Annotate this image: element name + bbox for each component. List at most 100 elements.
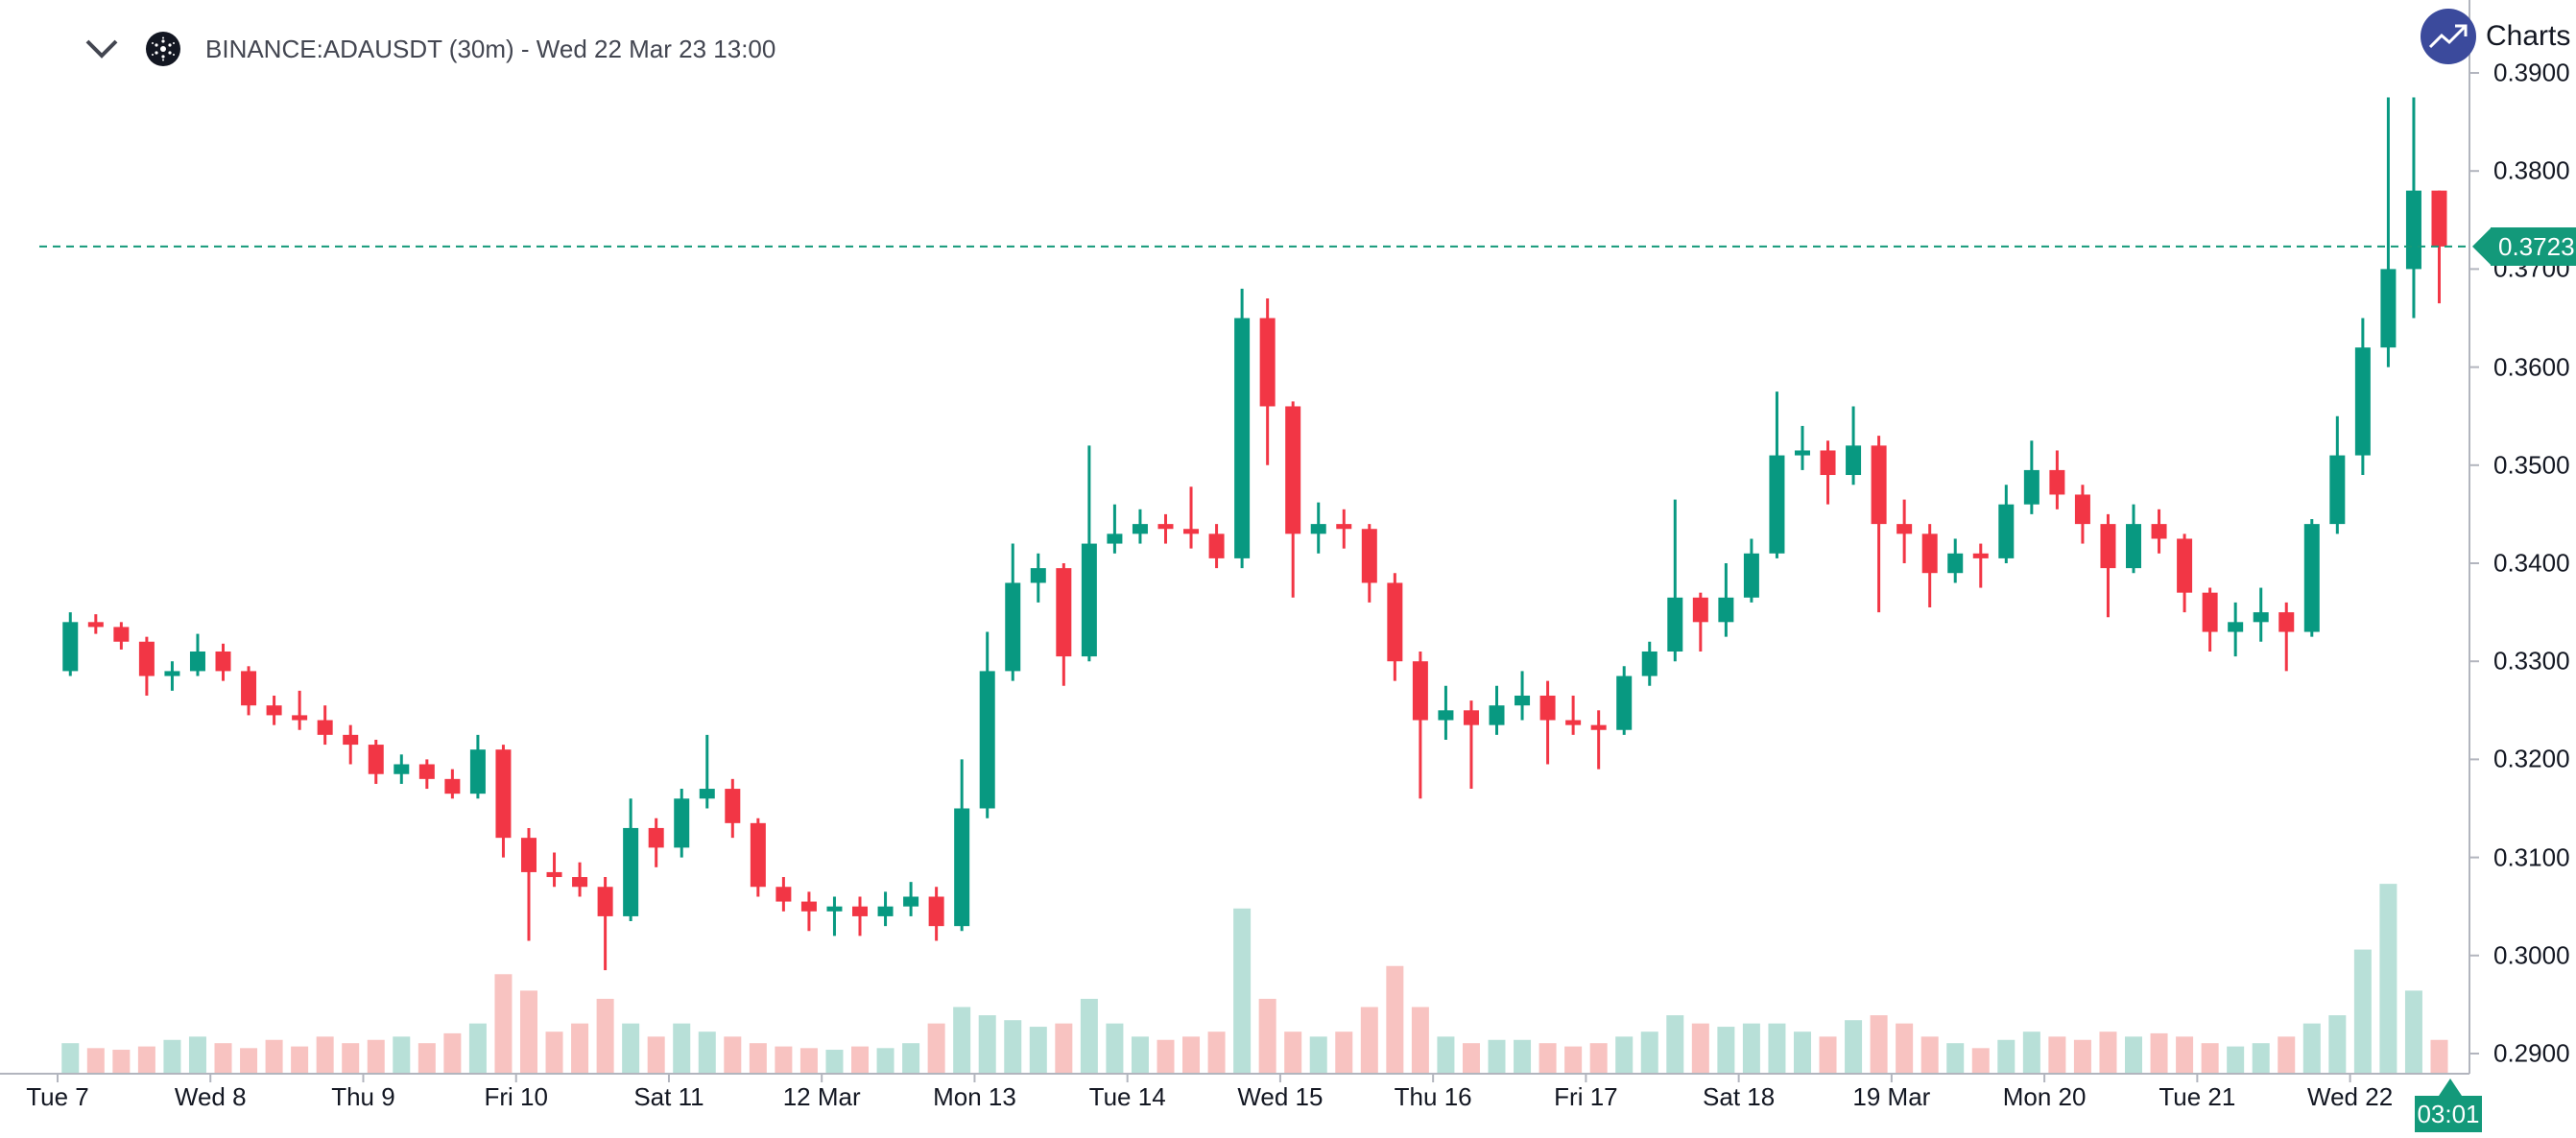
price-tick-label: 0.3400 <box>2493 548 2570 578</box>
chart-header: BINANCE:ADAUSDT (30m) - Wed 22 Mar 23 13… <box>81 25 775 73</box>
volume-bar <box>86 1048 105 1073</box>
candle-body <box>750 822 766 888</box>
candle-down <box>444 769 461 799</box>
price-tick-label: 0.3600 <box>2493 352 2570 382</box>
time-tick-label: Sat 18 <box>1703 1082 1776 1111</box>
candle-body <box>2278 612 2295 632</box>
candle-down <box>546 852 562 888</box>
time-tick-label: Fri 10 <box>484 1082 548 1111</box>
volume-bar <box>1946 1043 1965 1073</box>
candle-up <box>2228 602 2244 657</box>
time-tick-label: 19 Mar <box>1852 1082 1931 1111</box>
candle-down <box>750 818 766 897</box>
candle-down <box>292 690 308 730</box>
volume-bar <box>673 1023 691 1073</box>
volume-bar <box>1564 1046 1583 1073</box>
candle-body <box>1361 529 1377 583</box>
candle-down <box>852 896 869 936</box>
volume-bar <box>163 1039 181 1073</box>
candle-body <box>266 705 282 716</box>
candle-body <box>368 745 384 774</box>
candle-down <box>1972 543 1989 588</box>
volume-bar <box>2073 1039 2091 1073</box>
volume-bar <box>825 1050 844 1073</box>
candle-body <box>903 896 919 907</box>
candle-up <box>1743 538 1759 603</box>
candle-body <box>826 906 843 912</box>
candle-up <box>62 612 79 676</box>
volume-bar <box>2353 949 2372 1073</box>
candle-body <box>1183 529 1200 534</box>
candle-body <box>800 901 817 912</box>
candle-up <box>2380 97 2397 367</box>
time-tick-label: Wed 8 <box>174 1082 247 1111</box>
chart-title: BINANCE:ADAUSDT (30m) - Wed 22 Mar 23 13… <box>205 34 776 63</box>
volume-bar <box>1640 1031 1658 1073</box>
volume-bar <box>214 1043 232 1073</box>
candle-body <box>444 778 461 794</box>
volume-bar <box>1284 1031 1302 1073</box>
candle-body <box>1310 524 1326 534</box>
candle-up <box>2329 415 2346 534</box>
brand-badge[interactable]: Charts p <box>2421 9 2576 64</box>
volume-bar <box>724 1036 742 1073</box>
volume-bar <box>799 1048 818 1073</box>
candle-up <box>1667 499 1683 662</box>
price-tick-label: 0.3000 <box>2493 940 2570 970</box>
candle-down <box>572 862 588 897</box>
price-tick-label: 0.3100 <box>2493 842 2570 872</box>
volume-bar <box>1488 1039 1506 1073</box>
candle-body <box>1794 450 1810 456</box>
candle-up <box>1616 666 1633 735</box>
candle-body <box>1489 705 1505 725</box>
candle-down <box>1157 513 1174 544</box>
candle-body <box>2049 469 2065 495</box>
candle-up <box>979 631 995 818</box>
volume-bar <box>2430 1039 2448 1073</box>
candle-down <box>1896 499 1913 563</box>
countdown-pointer <box>2439 1079 2462 1096</box>
candle-up <box>1641 641 1658 686</box>
volume-bar <box>494 974 513 1073</box>
candle-down <box>725 778 741 839</box>
candle-up <box>1846 406 1862 486</box>
candle-up <box>1489 685 1505 735</box>
volume-bar <box>519 990 537 1073</box>
candle-body <box>1285 406 1301 534</box>
volume-bar <box>112 1050 131 1073</box>
candle-down <box>368 739 384 784</box>
candle-body <box>546 871 562 878</box>
volume-bar <box>978 1015 996 1073</box>
last-price-pointer <box>2472 226 2492 266</box>
volume-bar <box>393 1036 411 1073</box>
volume-bar <box>2048 1036 2066 1073</box>
candle-body <box>852 906 869 916</box>
candle-down <box>1336 509 1352 549</box>
price-tick-label: 0.3500 <box>2493 450 2570 480</box>
candle-body <box>1590 724 1607 730</box>
candle-up <box>903 882 919 916</box>
candle-body <box>343 734 359 746</box>
volume-bar <box>545 1031 563 1073</box>
candle-body <box>189 651 205 672</box>
candle-up <box>1030 553 1046 603</box>
candle-body <box>1539 695 1556 721</box>
candle-body <box>2023 469 2039 505</box>
time-tick-label: 12 Mar <box>782 1082 861 1111</box>
volume-bar <box>1233 908 1252 1073</box>
collapse-button[interactable] <box>81 28 123 70</box>
volume-bar <box>1157 1039 1175 1073</box>
candle-body <box>469 749 486 794</box>
time-tick-label: Sat 11 <box>633 1082 704 1111</box>
volume-bar <box>1896 1023 1914 1073</box>
volume-bar <box>1437 1036 1455 1073</box>
volume-bar <box>1768 1023 1786 1073</box>
candle-body <box>1336 524 1352 530</box>
candle-body <box>2177 538 2193 593</box>
volume-bar <box>876 1048 894 1073</box>
candle-up <box>394 754 410 784</box>
volume-bar <box>1360 1007 1378 1073</box>
candle-down <box>1285 401 1301 598</box>
price-tick-label: 0.3200 <box>2493 744 2570 773</box>
